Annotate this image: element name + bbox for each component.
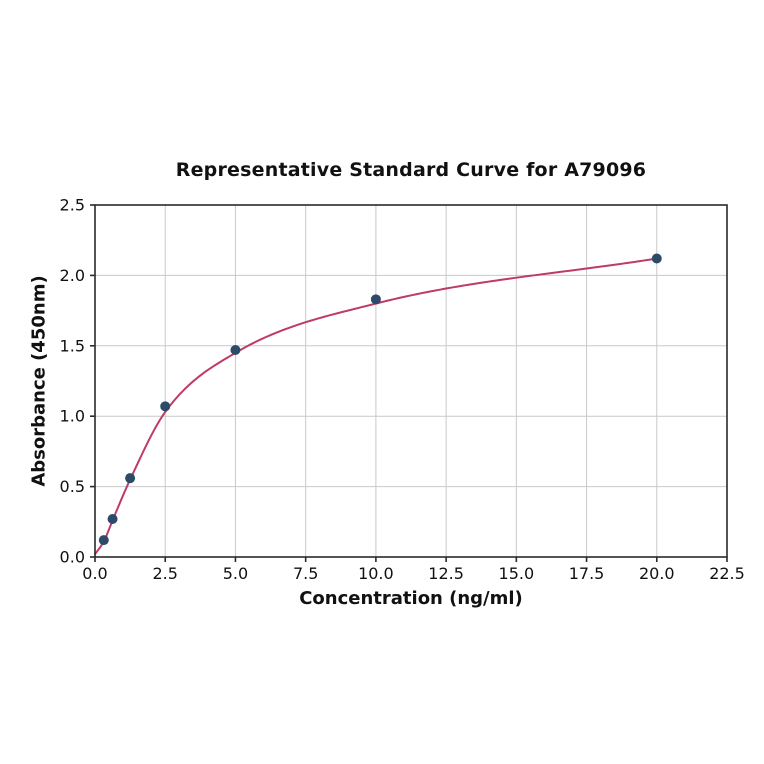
chart-title: Representative Standard Curve for A79096 xyxy=(175,159,647,181)
x-tick-label: 10.0 xyxy=(358,564,394,583)
x-tick-label: 5.0 xyxy=(223,564,248,583)
x-tick-label: 0.0 xyxy=(82,564,107,583)
x-axis-label: Concentration (ng/ml) xyxy=(299,588,523,609)
data-point xyxy=(98,535,109,546)
x-tick-label: 12.5 xyxy=(428,564,464,583)
data-point xyxy=(125,473,136,484)
y-tick-label: 1.0 xyxy=(60,407,85,426)
x-tick-label: 2.5 xyxy=(152,564,177,583)
data-point xyxy=(230,345,241,356)
y-tick-label: 0.0 xyxy=(60,548,85,567)
x-tick-label: 20.0 xyxy=(639,564,675,583)
y-tick-label: 0.5 xyxy=(60,477,85,496)
plot-border xyxy=(94,204,728,558)
y-tick-label: 2.0 xyxy=(60,266,85,285)
data-point xyxy=(107,513,118,524)
x-tick-label: 7.5 xyxy=(293,564,318,583)
x-tick-label: 17.5 xyxy=(569,564,605,583)
data-point xyxy=(160,401,171,412)
data-point xyxy=(370,294,381,305)
y-tick-label: 2.5 xyxy=(60,196,85,215)
x-tick-label: 22.5 xyxy=(709,564,745,583)
data-point xyxy=(651,253,662,264)
x-tick-label: 15.0 xyxy=(499,564,535,583)
y-tick-label: 1.5 xyxy=(60,336,85,355)
